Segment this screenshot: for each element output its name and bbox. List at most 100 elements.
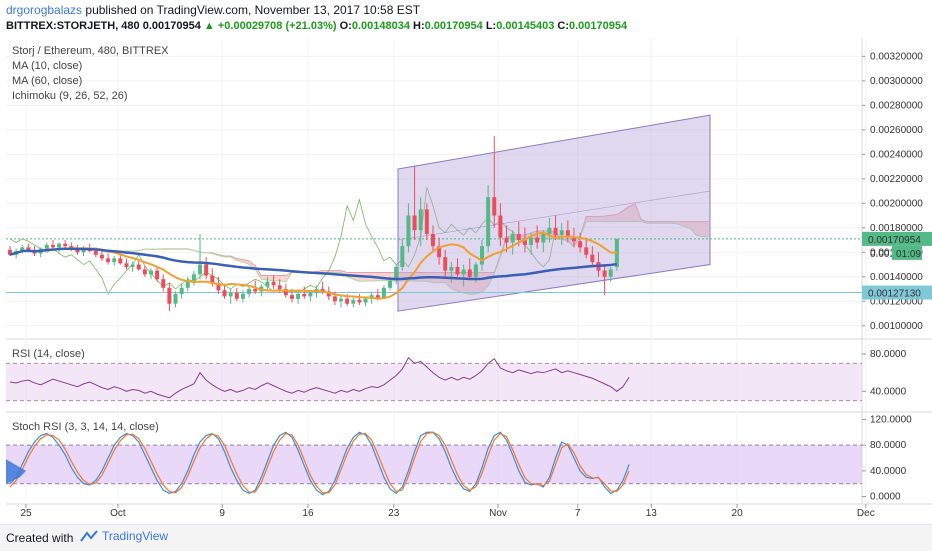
candle-body <box>142 269 147 275</box>
candle-body <box>375 295 380 298</box>
candle-body <box>222 290 227 297</box>
candle-body <box>529 237 534 245</box>
y-tick-label: 0.00260000 <box>870 125 923 136</box>
candle-body <box>388 280 393 288</box>
candle-body <box>204 264 209 276</box>
candle-body <box>381 287 386 298</box>
candle-body <box>541 233 546 243</box>
countdown-prefix: 0.001 <box>870 249 895 260</box>
y-tick-label: 0.00220000 <box>870 174 923 185</box>
candle-body <box>296 293 301 299</box>
rsi-legend[interactable]: RSI (14, close) <box>12 347 85 362</box>
x-tick-label: Oct <box>110 508 126 519</box>
symbol-label: BITTREX:STORJETH, 480 <box>6 20 140 32</box>
legend-stoch[interactable]: Stoch RSI (3, 3, 14, 14, close) <box>12 421 159 433</box>
candle-body <box>571 237 576 242</box>
stoch-legend[interactable]: Stoch RSI (3, 3, 14, 14, close) <box>12 420 159 435</box>
candle-body <box>498 215 503 238</box>
candle-body <box>394 266 399 281</box>
x-tick-label: 9 <box>219 508 225 519</box>
legend-ma60[interactable]: MA (60, close) <box>12 75 83 87</box>
candle-body <box>424 209 429 234</box>
ichimoku-span-a <box>101 221 709 295</box>
candle-body <box>240 293 245 299</box>
candle-body <box>247 289 252 294</box>
x-tick-label: 20 <box>732 508 744 519</box>
candle-body <box>584 247 589 255</box>
countdown-text: 01:09 <box>896 249 921 260</box>
candle-body <box>449 266 454 271</box>
tradingview-brand: TradingView <box>102 529 169 543</box>
candle-body <box>412 215 417 231</box>
candle-body <box>418 209 423 231</box>
candle-body <box>516 233 521 241</box>
candle-body <box>136 264 141 270</box>
candle-body <box>155 270 160 280</box>
candle-body <box>578 241 583 248</box>
regression-channel <box>397 114 711 312</box>
low-value: 0.00145403 <box>496 20 555 32</box>
main-legend: Storj / Ethereum, 480, BITTREX MA (10, c… <box>12 44 169 104</box>
footer: Created with TradingView <box>0 524 932 551</box>
legend-rsi[interactable]: RSI (14, close) <box>12 348 85 360</box>
rsi-line <box>9 356 630 399</box>
open-value: 0.00148034 <box>351 20 410 32</box>
x-tick-label: 25 <box>20 508 32 519</box>
candle-body <box>44 244 49 249</box>
x-tick-label: 16 <box>302 508 314 519</box>
change-value: ▲ +0.00029708 (+21.03%) <box>203 20 337 32</box>
chart-canvas[interactable]: 0.00320000 0.00300000 0.00280000 0.00260000… <box>0 0 932 524</box>
legend-ma10[interactable]: MA (10, close) <box>12 60 83 72</box>
author-link[interactable]: drgorogbalazs <box>6 3 83 17</box>
candle-body <box>26 247 31 250</box>
last-price: 0.00170954 <box>142 20 201 32</box>
last-price-badge <box>862 231 932 246</box>
candle-body <box>504 237 509 243</box>
candle-body <box>271 281 276 286</box>
candle-body <box>191 274 196 281</box>
tradingview-link[interactable]: TradingView <box>80 529 168 543</box>
candle-body <box>553 227 558 236</box>
last-price-badge-text: 0.00170954 <box>868 235 921 246</box>
candle-body <box>289 295 294 299</box>
stoch-y-tick-label: 80.0000 <box>870 440 907 451</box>
x-tick-label: 13 <box>646 508 658 519</box>
candle-body <box>210 275 215 283</box>
candle-body <box>57 243 62 248</box>
candle-body <box>400 246 405 267</box>
ichimoku-lagging-line <box>9 187 556 295</box>
open-label: O: <box>339 20 352 32</box>
candle-body <box>93 251 98 255</box>
chart-header: drgorogbalazs published on TradingView.c… <box>0 0 932 38</box>
publish-line: drgorogbalazs published on TradingView.c… <box>6 3 420 17</box>
low-label: L: <box>485 20 497 32</box>
high-value: 0.00170954 <box>424 20 483 32</box>
y-tick-label: 0.00280000 <box>870 100 923 111</box>
candle-body <box>430 233 435 247</box>
candle-body <box>283 289 288 296</box>
close-value: 0.00170954 <box>569 20 628 32</box>
candle-body <box>277 285 282 290</box>
candle-body <box>167 287 172 304</box>
candle-body <box>510 233 515 243</box>
candle-body <box>228 292 233 297</box>
candle-body <box>535 237 540 243</box>
candle-body <box>363 298 368 303</box>
candle-body <box>124 263 129 267</box>
y-tick-label: 0.00200000 <box>870 198 923 209</box>
candle-body <box>302 293 307 297</box>
candle-body <box>590 254 595 263</box>
stoch-y-tick-label: 120.0000 <box>870 414 912 425</box>
stoch-y-tick-label: 0.0000 <box>870 492 901 503</box>
candle-body <box>161 279 166 288</box>
level-price-badge <box>862 285 932 300</box>
legend-ichimoku[interactable]: Ichimoku (9, 26, 52, 26) <box>12 90 128 102</box>
candle-body <box>326 291 331 297</box>
y-tick-label: 0.00240000 <box>870 149 923 160</box>
tradingview-logo-icon <box>80 530 98 542</box>
candle-body <box>559 230 564 236</box>
x-tick-label: Nov <box>489 508 507 519</box>
candle-body <box>20 247 25 252</box>
close-label: C: <box>557 20 569 32</box>
published-text: published on TradingView.com, November 1… <box>85 3 421 17</box>
